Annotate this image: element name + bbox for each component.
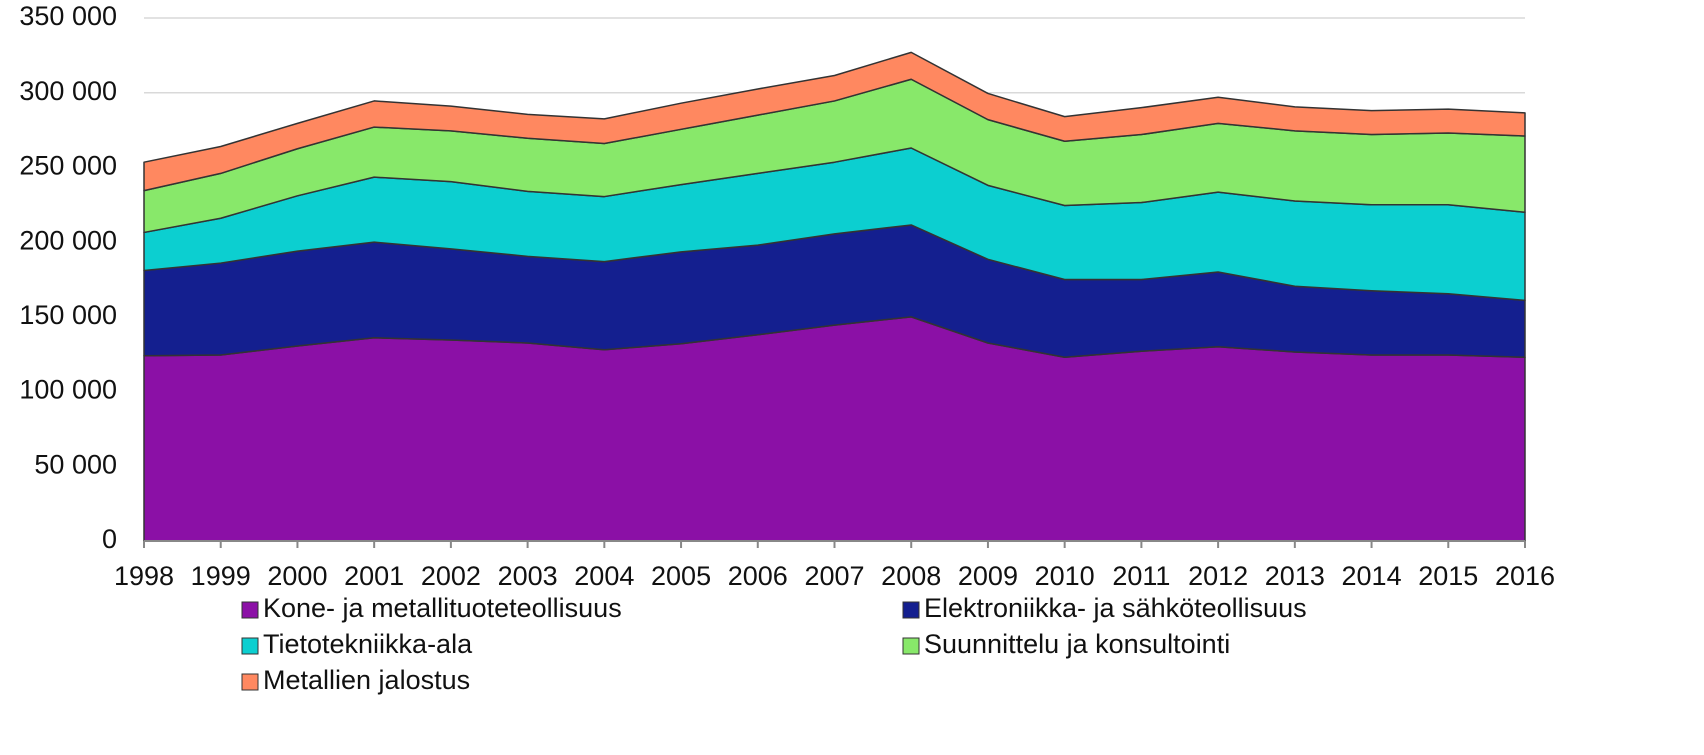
y-tick-label: 150 000	[19, 300, 117, 330]
legend-label: Metallien jalostus	[263, 665, 470, 695]
x-tick-label: 2006	[728, 561, 788, 591]
x-tick-label: 1999	[191, 561, 251, 591]
area	[143, 51, 1526, 192]
x-tick-label: 2002	[421, 561, 481, 591]
y-tick-label: 250 000	[19, 151, 117, 181]
x-tick-label: 2016	[1495, 561, 1555, 591]
x-tick-label: 1998	[114, 561, 174, 591]
x-tick-label: 2007	[804, 561, 864, 591]
legend-swatch	[241, 601, 259, 619]
x-tick-label: 2005	[651, 561, 711, 591]
legend-swatch	[241, 673, 259, 691]
x-tick-label: 2014	[1342, 561, 1402, 591]
y-tick-label: 100 000	[19, 375, 117, 405]
legend-swatch	[902, 601, 920, 619]
x-tick-label: 2004	[574, 561, 634, 591]
legend-label: Kone- ja metallituoteteollisuus	[263, 593, 622, 623]
y-tick-label: 0	[102, 524, 117, 554]
legend-label: Suunnittelu ja konsultointi	[924, 629, 1230, 659]
x-tick-label: 2010	[1035, 561, 1095, 591]
x-tick-label: 2011	[1112, 561, 1170, 591]
y-tick-label: 200 000	[19, 225, 117, 255]
y-tick-label: 50 000	[34, 449, 117, 479]
x-tick-label: 2009	[958, 561, 1018, 591]
legend-label: Elektroniikka- ja sähköteollisuus	[924, 593, 1307, 623]
x-tick-label: 2000	[267, 561, 327, 591]
x-tick-label: 2008	[881, 561, 941, 591]
legend-label: Tietotekniikka-ala	[263, 629, 473, 659]
x-tick-label: 2015	[1418, 561, 1478, 591]
x-tick-label: 2003	[498, 561, 558, 591]
x-tick-label: 2001	[344, 561, 404, 591]
y-tick-label: 350 000	[19, 1, 117, 31]
legend-swatch	[241, 637, 259, 655]
x-tick-label: 2012	[1188, 561, 1248, 591]
legend-swatch	[902, 637, 920, 655]
x-tick-label: 2013	[1265, 561, 1325, 591]
y-tick-label: 300 000	[19, 76, 117, 106]
